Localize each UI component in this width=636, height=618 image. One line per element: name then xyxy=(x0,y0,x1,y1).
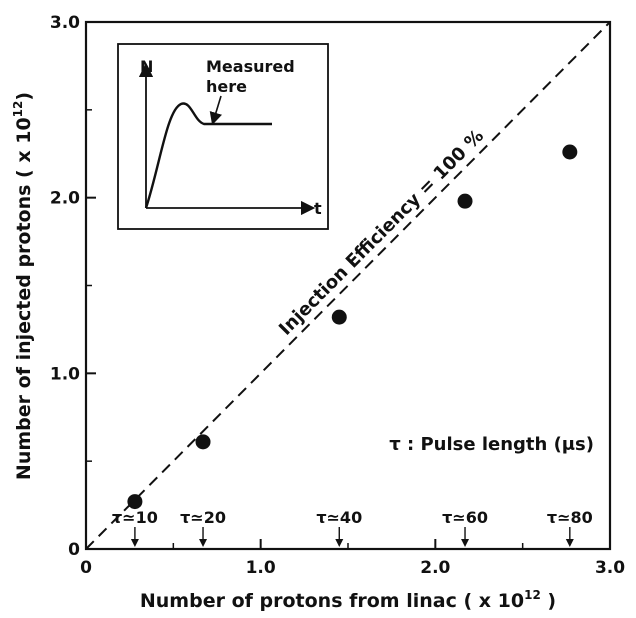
data-point xyxy=(562,144,578,160)
x-tick-label: 0 xyxy=(80,558,92,578)
data-point xyxy=(331,309,347,325)
y-tick-label: 2.0 xyxy=(50,189,80,209)
inset-diagram: N t Measured here xyxy=(117,43,329,230)
data-points xyxy=(127,144,578,510)
pulse-marker-label: τ≃20 xyxy=(180,508,226,527)
x-axis-title: Number of protons from linac ( x 1012 ) xyxy=(140,588,556,612)
efficiency-reference-line xyxy=(85,21,611,550)
inset-note-line1: Measured xyxy=(206,57,295,76)
y-tick-label: 0 xyxy=(68,540,80,560)
y-axis-title: Number of injected protons ( x 1012) xyxy=(11,92,35,480)
inset-note-line2: here xyxy=(206,77,247,96)
pulse-marker-label: τ≃10 xyxy=(112,508,158,527)
inset-pointer-arrow xyxy=(209,95,222,126)
pulse-marker-label: τ≃40 xyxy=(316,508,362,527)
pulse-marker-arrowhead xyxy=(565,539,574,547)
inset-y-label: N xyxy=(140,57,153,76)
pulse-markers: τ≃10 τ≃20 τ≃40 τ≃60 τ≃80 xyxy=(112,508,593,547)
y-tick-label: 1.0 xyxy=(50,364,80,384)
y-tick-label: 3.0 xyxy=(50,13,80,33)
data-point xyxy=(195,434,211,450)
pulse-marker-arrowhead xyxy=(461,539,470,547)
inset-x-label: t xyxy=(314,199,322,218)
pulse-marker-arrowhead xyxy=(130,539,139,547)
inset-curve xyxy=(144,102,272,209)
pulse-marker-label: τ≃60 xyxy=(442,508,488,527)
pulse-marker-arrowhead xyxy=(199,539,208,547)
pulse-marker-arrowhead xyxy=(335,539,344,547)
pulse-length-annotation: τ : Pulse length (μs) xyxy=(389,434,594,455)
pulse-marker-label: τ≃80 xyxy=(547,508,593,527)
x-tick-label: 1.0 xyxy=(246,558,276,578)
data-point xyxy=(127,494,143,510)
axis-ticks: 0 1.0 2.0 3.0 0 1.0 2.0 3.0 xyxy=(50,13,625,578)
data-point xyxy=(457,193,473,209)
x-tick-label: 2.0 xyxy=(420,558,450,578)
x-tick-label: 3.0 xyxy=(595,558,625,578)
